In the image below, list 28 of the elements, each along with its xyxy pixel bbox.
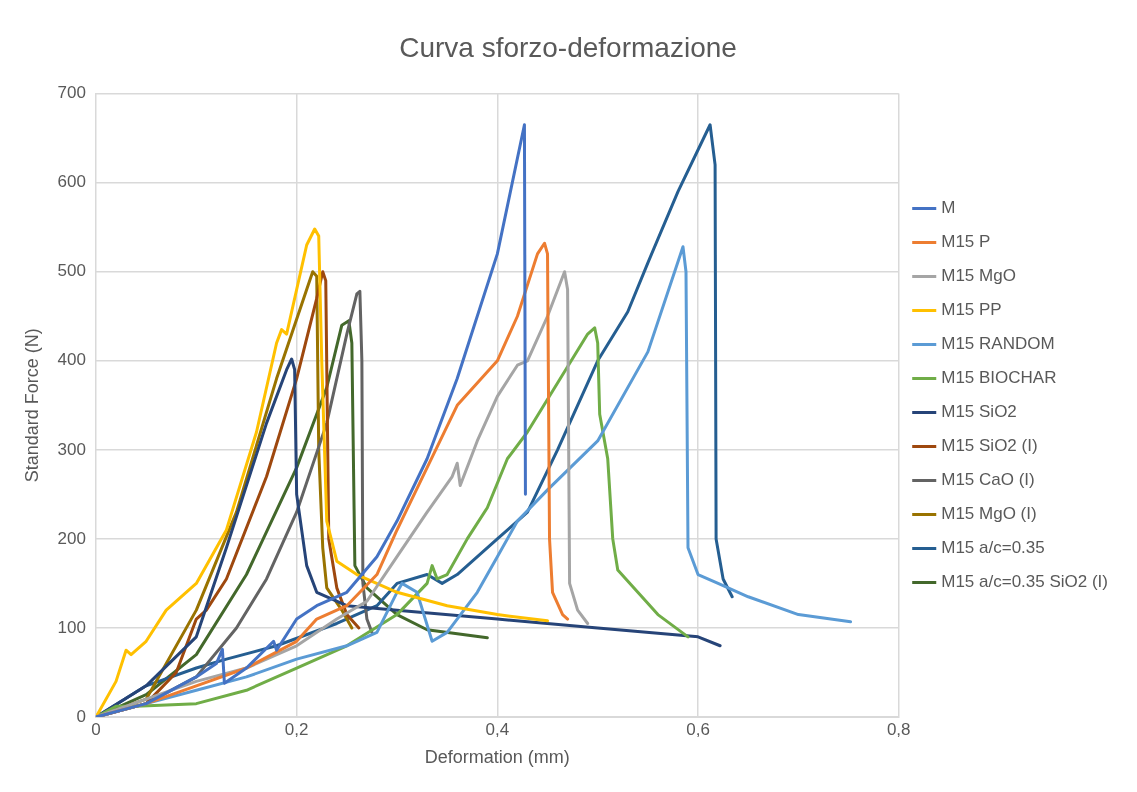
y-tick-label: 0 [76, 706, 86, 726]
legend-label: M [941, 198, 956, 218]
legend-label: M15 MgO [941, 266, 1016, 286]
y-tick-label: 100 [57, 617, 86, 637]
x-tick-label: 0,6 [686, 719, 710, 739]
x-tick-label: 0,4 [485, 719, 510, 739]
legend-label: M15 a/c=0.35 [941, 538, 1045, 558]
y-tick-label: 600 [57, 172, 86, 192]
y-axis-title: Standard Force (N) [21, 328, 42, 483]
x-axis-title: Deformation (mm) [424, 747, 570, 768]
x-tick-label: 0 [91, 719, 101, 739]
chart-title: Curva sforzo-deformazione [399, 31, 737, 63]
y-tick-label: 700 [57, 83, 86, 103]
legend-label: M15 SiO2 [941, 402, 1017, 422]
legend-label: M15 RANDOM [941, 334, 1055, 354]
legend-label: M15 CaO (I) [941, 470, 1035, 490]
y-tick-label: 300 [57, 439, 86, 459]
y-tick-label: 200 [57, 528, 86, 548]
x-tick-label: 0,2 [284, 719, 309, 739]
x-tick-label: 0,8 [886, 719, 911, 739]
legend-label: M15 P [941, 232, 991, 252]
legend-label: M15 SiO2 (I) [941, 436, 1038, 456]
legend-label: M15 BIOCHAR [941, 368, 1057, 388]
y-tick-label: 500 [57, 261, 86, 281]
legend-label: M15 a/c=0.35 SiO2 (I) [941, 572, 1109, 592]
legend-label: M15 MgO (I) [941, 504, 1037, 524]
legend-label: M15 PP [941, 300, 1002, 320]
y-tick-label: 400 [57, 350, 86, 370]
